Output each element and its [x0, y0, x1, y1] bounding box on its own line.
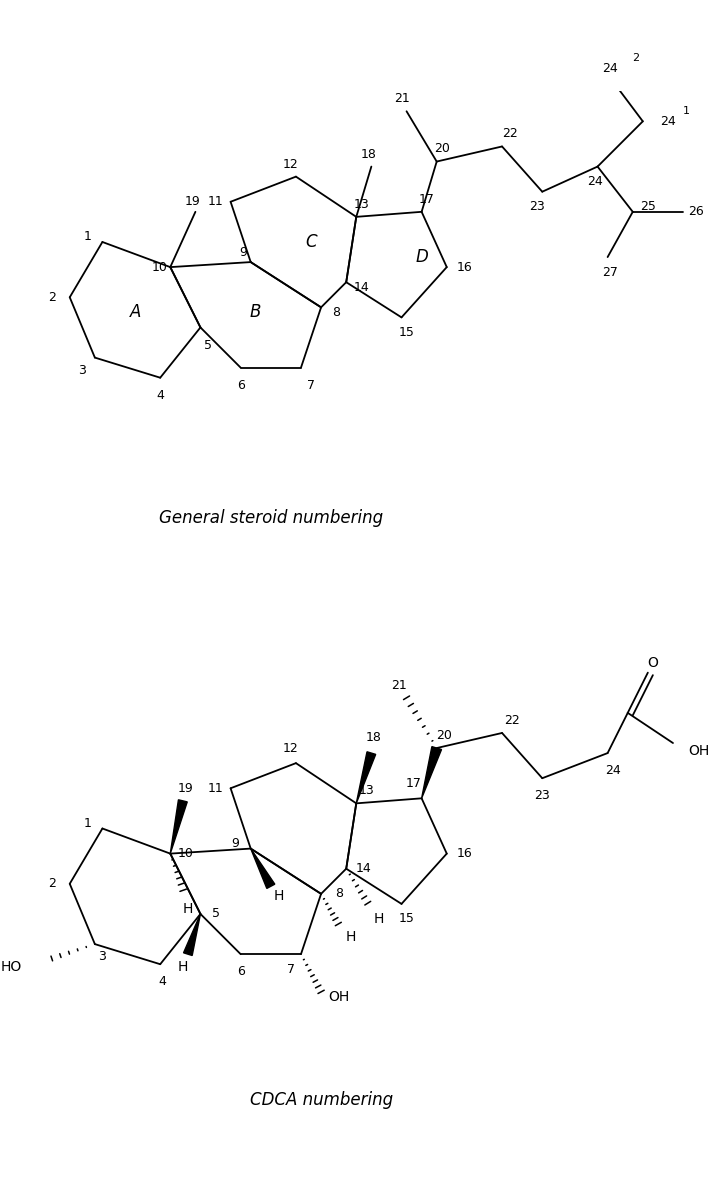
Text: General steroid numbering: General steroid numbering [159, 509, 383, 527]
Text: 12: 12 [283, 158, 299, 171]
Text: 22: 22 [502, 128, 518, 140]
Text: 15: 15 [398, 913, 415, 926]
Text: 7: 7 [307, 379, 315, 392]
Text: 25: 25 [640, 200, 656, 213]
Text: 1: 1 [84, 231, 92, 244]
Text: HO: HO [1, 959, 22, 974]
Text: 19: 19 [177, 782, 193, 795]
Text: A: A [129, 304, 141, 322]
Polygon shape [251, 849, 275, 889]
Text: 24: 24 [605, 764, 621, 777]
Text: 11: 11 [207, 782, 223, 795]
Text: H: H [177, 959, 188, 974]
Text: 9: 9 [240, 245, 247, 258]
Text: OH: OH [329, 990, 350, 1003]
Text: 22: 22 [504, 714, 520, 727]
Text: O: O [647, 655, 659, 670]
Text: 8: 8 [332, 306, 340, 319]
Text: 12: 12 [283, 742, 299, 755]
Text: 15: 15 [398, 327, 415, 338]
Polygon shape [184, 914, 200, 956]
Text: 14: 14 [356, 862, 372, 875]
Text: 14: 14 [353, 281, 369, 294]
Text: H: H [346, 929, 357, 944]
Text: 8: 8 [335, 887, 342, 901]
Polygon shape [170, 800, 187, 854]
Text: 2: 2 [632, 54, 638, 63]
Text: 9: 9 [232, 837, 240, 850]
Text: 27: 27 [602, 266, 618, 279]
Text: 1: 1 [683, 106, 690, 116]
Text: 13: 13 [358, 785, 374, 798]
Text: 16: 16 [456, 847, 472, 860]
Text: 13: 13 [353, 197, 369, 210]
Text: 6: 6 [237, 379, 245, 392]
Text: 20: 20 [434, 142, 450, 155]
Text: 2: 2 [48, 291, 56, 304]
Text: 23: 23 [529, 200, 545, 213]
Text: 3: 3 [99, 950, 107, 963]
Polygon shape [422, 746, 442, 798]
Text: 16: 16 [456, 261, 472, 274]
Text: 18: 18 [361, 147, 377, 160]
Text: 11: 11 [207, 195, 223, 208]
Text: H: H [374, 913, 384, 926]
Text: 26: 26 [688, 206, 704, 219]
Text: 21: 21 [394, 92, 410, 105]
Text: B: B [250, 304, 262, 322]
Text: 7: 7 [287, 963, 295, 976]
Text: 17: 17 [406, 776, 422, 789]
Text: 3: 3 [79, 364, 87, 377]
Text: 1: 1 [84, 817, 92, 830]
Text: 4: 4 [157, 389, 164, 402]
Text: 24: 24 [587, 175, 603, 188]
Text: 4: 4 [159, 975, 167, 988]
Text: 21: 21 [391, 678, 407, 691]
Text: C: C [305, 233, 317, 251]
Text: CDCA numbering: CDCA numbering [250, 1091, 393, 1109]
Text: H: H [273, 890, 284, 903]
Text: 20: 20 [436, 730, 452, 742]
Text: D: D [415, 248, 428, 266]
Text: 5: 5 [204, 338, 212, 352]
Text: 6: 6 [237, 965, 245, 978]
Polygon shape [356, 752, 375, 804]
Text: 17: 17 [419, 193, 435, 206]
Text: OH: OH [688, 744, 709, 757]
Text: 2: 2 [48, 878, 56, 890]
Text: 23: 23 [534, 789, 550, 803]
Text: 24: 24 [661, 115, 676, 128]
Text: 10: 10 [177, 847, 193, 860]
Text: 10: 10 [152, 261, 168, 274]
Text: 24: 24 [602, 62, 618, 75]
Text: 18: 18 [366, 732, 382, 744]
Text: 19: 19 [185, 195, 201, 208]
Text: 5: 5 [212, 908, 220, 921]
Text: H: H [182, 902, 193, 916]
